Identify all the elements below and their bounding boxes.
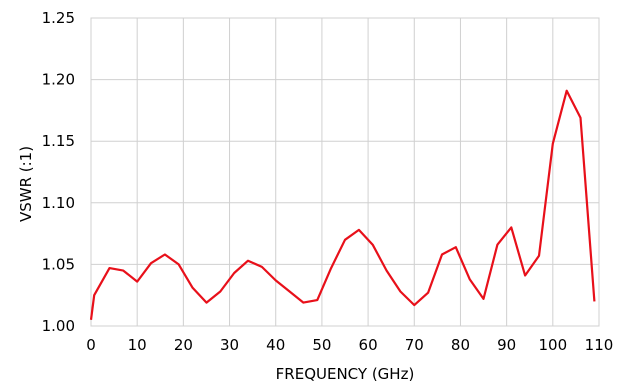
x-tick-label: 50 <box>312 336 331 354</box>
y-tick-label: 1.15 <box>42 132 75 150</box>
x-tick-label: 0 <box>86 336 96 354</box>
vswr-series-line <box>89 89 596 320</box>
series-layer <box>89 89 596 320</box>
x-tick-labels: 0 10 20 30 40 50 60 70 80 90 100 110 <box>86 336 613 354</box>
x-tick-label: 90 <box>497 336 516 354</box>
y-tick-label: 1.20 <box>42 71 75 89</box>
x-tick-label: 20 <box>174 336 193 354</box>
y-axis-title: VSWR (:1) <box>17 146 35 222</box>
x-tick-label: 110 <box>585 336 614 354</box>
x-tick-label: 70 <box>405 336 424 354</box>
y-tick-label: 1.25 <box>42 9 75 27</box>
x-tick-label: 40 <box>266 336 285 354</box>
y-tick-label: 1.10 <box>42 194 75 212</box>
grid-layer <box>90 17 600 327</box>
y-tick-labels: 1.00 1.05 1.10 1.15 1.20 1.25 <box>42 9 75 335</box>
y-tick-label: 1.05 <box>42 255 75 273</box>
x-tick-label: 80 <box>451 336 470 354</box>
x-tick-label: 100 <box>538 336 567 354</box>
plot-frame <box>90 17 600 327</box>
x-axis-title: FREQUENCY (GHz) <box>276 365 415 383</box>
x-tick-label: 10 <box>128 336 147 354</box>
y-tick-label: 1.00 <box>42 317 75 335</box>
x-tick-label: 30 <box>220 336 239 354</box>
x-tick-label: 60 <box>359 336 378 354</box>
